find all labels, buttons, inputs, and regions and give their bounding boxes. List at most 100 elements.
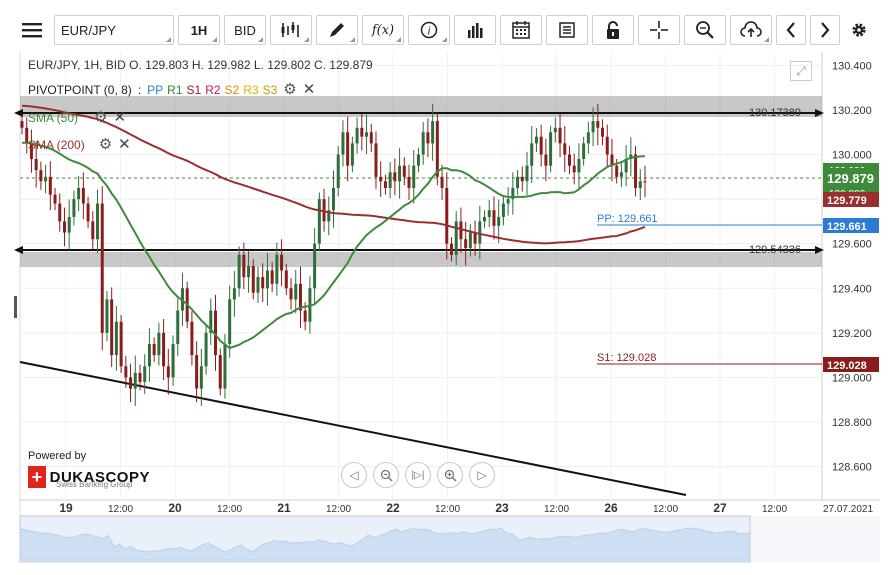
candle [483, 210, 487, 229]
pivot-close-icon[interactable]: ✕ [302, 81, 316, 98]
time-axis-labels: 19 12:00 20 12:00 21 12:00 22 12:00 23 12:00 26 12:… [59, 501, 873, 515]
sma200-line[interactable] [21, 104, 646, 245]
current-price-value: 129.879 [827, 171, 874, 186]
candle-body [147, 343, 151, 367]
time-tick-label: 12:00 [762, 504, 787, 515]
candle-body [534, 136, 538, 144]
zoom-button[interactable] [684, 15, 726, 45]
price-tick-label: 129.400 [832, 283, 872, 295]
candle [553, 117, 557, 143]
pivot-item-pp: PP [147, 82, 164, 97]
draw-tool-button[interactable] [316, 15, 358, 45]
document-icon [559, 22, 575, 38]
expand-icon[interactable]: ⤢ [790, 61, 812, 81]
candle [516, 170, 520, 195]
next-icon: ▷ [477, 468, 487, 482]
candle-body [67, 216, 71, 233]
candle-body [242, 254, 246, 278]
zoom-in-icon [444, 469, 457, 482]
candle [275, 242, 279, 296]
nav-previous-button[interactable]: ◁ [341, 462, 367, 488]
candle [383, 174, 387, 195]
sma50-close-icon[interactable]: ✕ [113, 109, 127, 126]
pivot-item-r3: R3 [243, 82, 259, 97]
price-tick-label: 129.200 [832, 328, 872, 340]
navigator-window[interactable] [19, 515, 751, 563]
timeframe-selector[interactable]: 1H [178, 15, 220, 45]
candle [426, 118, 430, 158]
template-button[interactable] [546, 15, 588, 45]
time-tick-label: 12:00 [653, 504, 678, 515]
candle [336, 146, 340, 197]
sma50-line[interactable] [22, 141, 646, 350]
nav-zoom-out-button[interactable] [373, 462, 399, 488]
settings-button[interactable] [844, 15, 874, 45]
candle-body [506, 199, 510, 204]
price-type-selector[interactable]: BID [224, 15, 266, 45]
scroll-left-button[interactable] [776, 15, 806, 45]
nav-zoom-in-button[interactable] [437, 462, 463, 488]
time-tick-label: 26 [604, 501, 618, 515]
lock-button[interactable] [592, 15, 634, 45]
side-panel-handle[interactable] [14, 296, 17, 318]
upload-button[interactable] [730, 15, 772, 45]
crosshair-button[interactable] [638, 15, 680, 45]
candle-body [265, 270, 269, 289]
candle [105, 290, 109, 342]
support-left-arrow [14, 246, 23, 254]
nav-next-button[interactable]: ▷ [469, 462, 495, 488]
sma200-close-icon[interactable]: ✕ [118, 136, 131, 153]
candle [530, 125, 534, 184]
chart-type-button[interactable] [270, 15, 312, 45]
volume-button[interactable] [454, 15, 496, 45]
nav-reset-button[interactable]: |▷| [405, 462, 431, 488]
candle-body [530, 143, 534, 166]
candle-body [582, 143, 586, 159]
pivot-item-r2: R2 [205, 82, 221, 97]
candle [62, 207, 66, 247]
candle [506, 187, 510, 216]
candle-body [162, 332, 166, 367]
candle [261, 263, 265, 303]
candle-body [511, 187, 515, 200]
candle [416, 147, 420, 173]
candle-body [634, 154, 638, 188]
candle-body [34, 158, 38, 171]
candle-body [454, 221, 458, 255]
pivot-gear-icon[interactable]: ⚙ [283, 81, 297, 98]
candle [346, 116, 350, 182]
chart-navigation: ◁ |▷| ▷ [341, 462, 495, 488]
hamburger-menu-icon[interactable] [14, 15, 50, 45]
candle [610, 138, 614, 182]
candle-body [605, 136, 609, 155]
calendar-button[interactable] [500, 15, 542, 45]
sma200-gear-icon[interactable]: ⚙ [98, 136, 113, 153]
candle-body [572, 165, 576, 173]
dukascopy-logo[interactable]: + DUKASCOPY Swiss Banking Group [28, 463, 150, 491]
candle [605, 124, 609, 167]
candle [369, 123, 373, 152]
symbol-selector[interactable]: EUR/JPY [54, 15, 174, 45]
candle [270, 261, 274, 293]
candle [44, 164, 48, 194]
candle-body [232, 288, 236, 300]
candle [459, 207, 463, 254]
candle-body [516, 176, 520, 188]
candle-body [416, 154, 420, 166]
candle [247, 250, 251, 293]
info-button[interactable]: i [408, 15, 450, 45]
scroll-right-button[interactable] [810, 15, 840, 45]
indicators-button[interactable]: f(x) [362, 15, 404, 45]
candle-body [473, 232, 477, 244]
candle [114, 306, 118, 371]
candle [365, 114, 369, 155]
candle-body [105, 299, 109, 333]
candle [544, 138, 548, 182]
time-tick-label: 12:00 [108, 504, 133, 515]
chart-grid [20, 52, 822, 500]
sma50-gear-icon[interactable]: ⚙ [94, 109, 108, 126]
sma200-price-value: 129.779 [827, 195, 867, 207]
candle [572, 153, 576, 185]
